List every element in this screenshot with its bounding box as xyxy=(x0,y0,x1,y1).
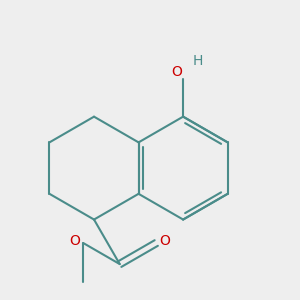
Text: O: O xyxy=(69,234,80,248)
Text: O: O xyxy=(159,234,170,248)
Text: O: O xyxy=(171,65,182,79)
Text: H: H xyxy=(192,54,203,68)
